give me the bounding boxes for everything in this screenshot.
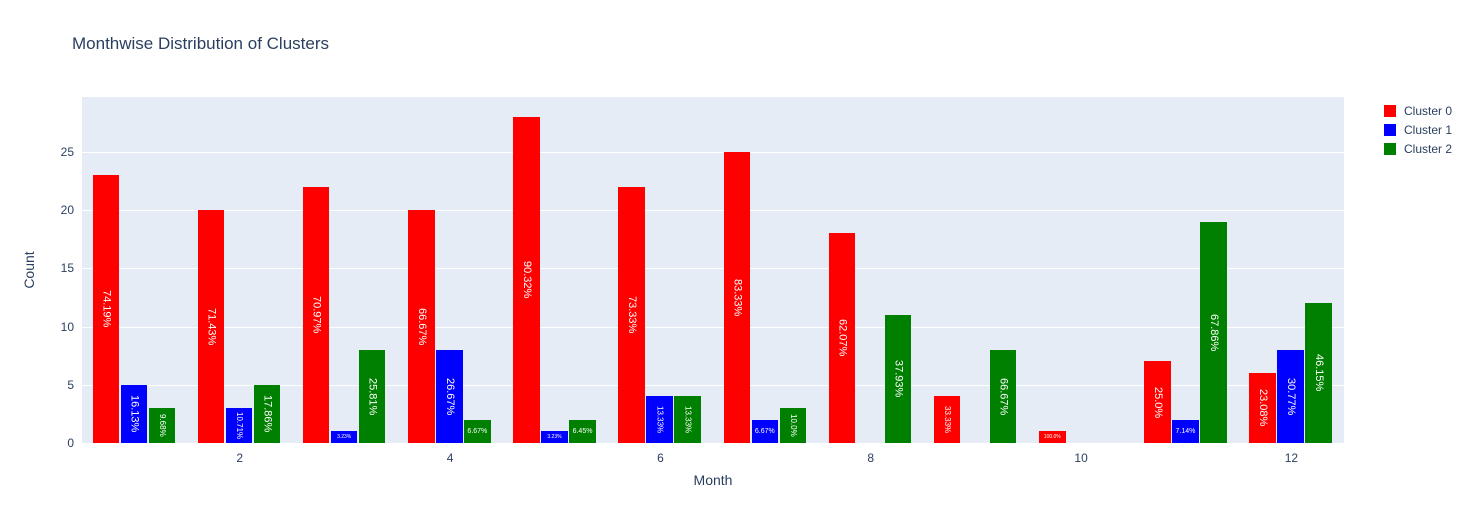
bar-cluster-2-month-4[interactable]: 6.67% bbox=[464, 419, 491, 443]
bar-cluster-2-month-12[interactable]: 46.15% bbox=[1305, 303, 1332, 443]
y-axis-title: Count bbox=[21, 251, 37, 289]
bar-percentage-label: 9.68% bbox=[157, 414, 167, 437]
bar-percentage-label: 3.23% bbox=[547, 433, 562, 440]
chart-title: Monthwise Distribution of Clusters bbox=[72, 34, 329, 53]
x-tick-label: 2 bbox=[236, 451, 244, 465]
bar-cluster-0-month-7[interactable]: 83.33% bbox=[723, 151, 751, 443]
bar-cluster-2-month-8[interactable]: 37.93% bbox=[884, 314, 912, 443]
bar-percentage-label: 25.81% bbox=[366, 377, 379, 416]
bar-cluster-0-month-11[interactable]: 25.0% bbox=[1144, 361, 1171, 443]
bar-cluster-2-month-11[interactable]: 67.86% bbox=[1200, 221, 1227, 443]
bar-cluster-1-month-6[interactable]: 13.33% bbox=[646, 396, 673, 443]
bar-percentage-label: 100.0% bbox=[1043, 433, 1061, 440]
bar-cluster-1-month-4[interactable]: 26.67% bbox=[436, 349, 463, 443]
gridline bbox=[82, 268, 1344, 270]
x-axis-title: Month bbox=[693, 472, 733, 488]
bar-percentage-label: 6.67% bbox=[467, 427, 488, 435]
bar-cluster-0-month-9[interactable]: 33.33% bbox=[933, 396, 961, 443]
legend-item-cluster-0[interactable]: Cluster 0 bbox=[1384, 101, 1452, 120]
bar-cluster-1-month-3[interactable]: 3.23% bbox=[330, 431, 358, 443]
bar-cluster-2-month-1[interactable]: 9.68% bbox=[148, 408, 176, 443]
bar-cluster-0-month-10[interactable]: 100.0% bbox=[1039, 431, 1066, 443]
bar-cluster-1-month-5[interactable]: 3.23% bbox=[541, 431, 568, 443]
bar-cluster-0-month-8[interactable]: 62.07% bbox=[828, 233, 856, 443]
y-tick-label: 0 bbox=[67, 436, 74, 450]
bar-cluster-0-month-12[interactable]: 23.08% bbox=[1249, 373, 1276, 443]
legend-item-cluster-2[interactable]: Cluster 2 bbox=[1384, 139, 1452, 158]
x-tick-label: 10 bbox=[1074, 451, 1088, 465]
bar-percentage-label: 17.86% bbox=[261, 395, 274, 433]
bar-percentage-label: 10.71% bbox=[234, 411, 244, 440]
bar-cluster-2-month-9[interactable]: 66.67% bbox=[989, 349, 1017, 443]
bar-cluster-1-month-12[interactable]: 30.77% bbox=[1277, 349, 1304, 443]
legend-swatch bbox=[1384, 123, 1396, 136]
bar-percentage-label: 10.0% bbox=[788, 414, 798, 437]
bar-percentage-label: 71.43% bbox=[205, 307, 218, 346]
bar-cluster-1-month-7[interactable]: 6.67% bbox=[751, 419, 779, 443]
bar-percentage-label: 33.33% bbox=[943, 406, 953, 434]
bar-percentage-label: 73.33% bbox=[626, 296, 639, 334]
bar-percentage-label: 6.45% bbox=[572, 427, 593, 435]
gridline bbox=[82, 151, 1344, 153]
legend-swatch bbox=[1384, 142, 1396, 155]
bar-percentage-label: 30.77% bbox=[1285, 377, 1298, 416]
legend-swatch bbox=[1384, 104, 1396, 117]
bar-percentage-label: 16.13% bbox=[128, 395, 141, 433]
bar-cluster-0-month-3[interactable]: 70.97% bbox=[302, 186, 330, 443]
bar-percentage-label: 70.97% bbox=[310, 296, 323, 334]
bar-percentage-label: 83.33% bbox=[731, 278, 744, 317]
x-tick-label: 4 bbox=[446, 451, 454, 465]
bar-percentage-label: 74.19% bbox=[100, 290, 113, 328]
y-tick-label: 15 bbox=[60, 261, 74, 276]
bar-percentage-label: 13.33% bbox=[683, 406, 693, 434]
bar-cluster-2-month-2[interactable]: 17.86% bbox=[253, 384, 281, 443]
bar-percentage-label: 23.08% bbox=[1257, 389, 1270, 427]
bar-percentage-label: 3.23% bbox=[337, 433, 352, 440]
legend-label: Cluster 1 bbox=[1404, 122, 1453, 137]
bar-cluster-1-month-1[interactable]: 16.13% bbox=[120, 384, 148, 443]
bar-percentage-label: 66.67% bbox=[997, 377, 1010, 416]
gridline bbox=[82, 210, 1344, 211]
plot-area: 74.19% 71.43% 70.97% 66.67% 90.32% 73.33% 83.3… bbox=[82, 97, 1344, 443]
bar-percentage-label: 46.15% bbox=[1313, 354, 1326, 392]
y-tick-label: 20 bbox=[60, 203, 74, 217]
bar-cluster-0-month-6[interactable]: 73.33% bbox=[618, 186, 645, 443]
bar-cluster-2-month-3[interactable]: 25.81% bbox=[358, 349, 386, 443]
bar-percentage-label: 62.07% bbox=[836, 319, 849, 357]
legend-item-cluster-1[interactable]: Cluster 1 bbox=[1384, 120, 1452, 139]
bar-percentage-label: 67.86% bbox=[1208, 313, 1221, 351]
y-tick-label: 5 bbox=[67, 377, 74, 392]
bar-cluster-2-month-6[interactable]: 13.33% bbox=[674, 396, 701, 443]
x-tick-label: 8 bbox=[867, 451, 875, 465]
bar-cluster-0-month-2[interactable]: 71.43% bbox=[197, 210, 225, 443]
x-tick-label: 12 bbox=[1284, 451, 1299, 465]
bar-percentage-label: 37.93% bbox=[892, 360, 905, 398]
bar-percentage-label: 13.33% bbox=[655, 406, 665, 434]
bar-percentage-label: 7.14% bbox=[1175, 427, 1196, 435]
bar-cluster-1-month-11[interactable]: 7.14% bbox=[1172, 419, 1199, 443]
bar-cluster-2-month-5[interactable]: 6.45% bbox=[569, 419, 596, 443]
bar-cluster-0-month-1[interactable]: 74.19% bbox=[92, 175, 120, 443]
gridline bbox=[82, 384, 1344, 386]
bar-cluster-2-month-7[interactable]: 10.0% bbox=[779, 408, 807, 443]
bar-percentage-label: 6.67% bbox=[754, 427, 775, 435]
y-tick-label: 10 bbox=[60, 319, 74, 334]
bar-cluster-1-month-2[interactable]: 10.71% bbox=[225, 408, 253, 443]
legend: Cluster 0 Cluster 1 Cluster 2 bbox=[1384, 101, 1452, 158]
x-tick-label: 6 bbox=[657, 451, 664, 465]
bar-percentage-label: 90.32% bbox=[520, 261, 533, 299]
bar-percentage-label: 26.67% bbox=[443, 377, 456, 416]
bar-percentage-label: 66.67% bbox=[415, 307, 428, 346]
bar-cluster-0-month-5[interactable]: 90.32% bbox=[513, 116, 540, 443]
legend-label: Cluster 0 bbox=[1404, 103, 1453, 118]
bar-cluster-0-month-4[interactable]: 66.67% bbox=[408, 210, 435, 443]
gridline bbox=[82, 326, 1344, 328]
legend-label: Cluster 2 bbox=[1404, 141, 1453, 156]
bar-percentage-label: 25.0% bbox=[1151, 386, 1164, 418]
y-tick-label: 25 bbox=[60, 144, 74, 159]
